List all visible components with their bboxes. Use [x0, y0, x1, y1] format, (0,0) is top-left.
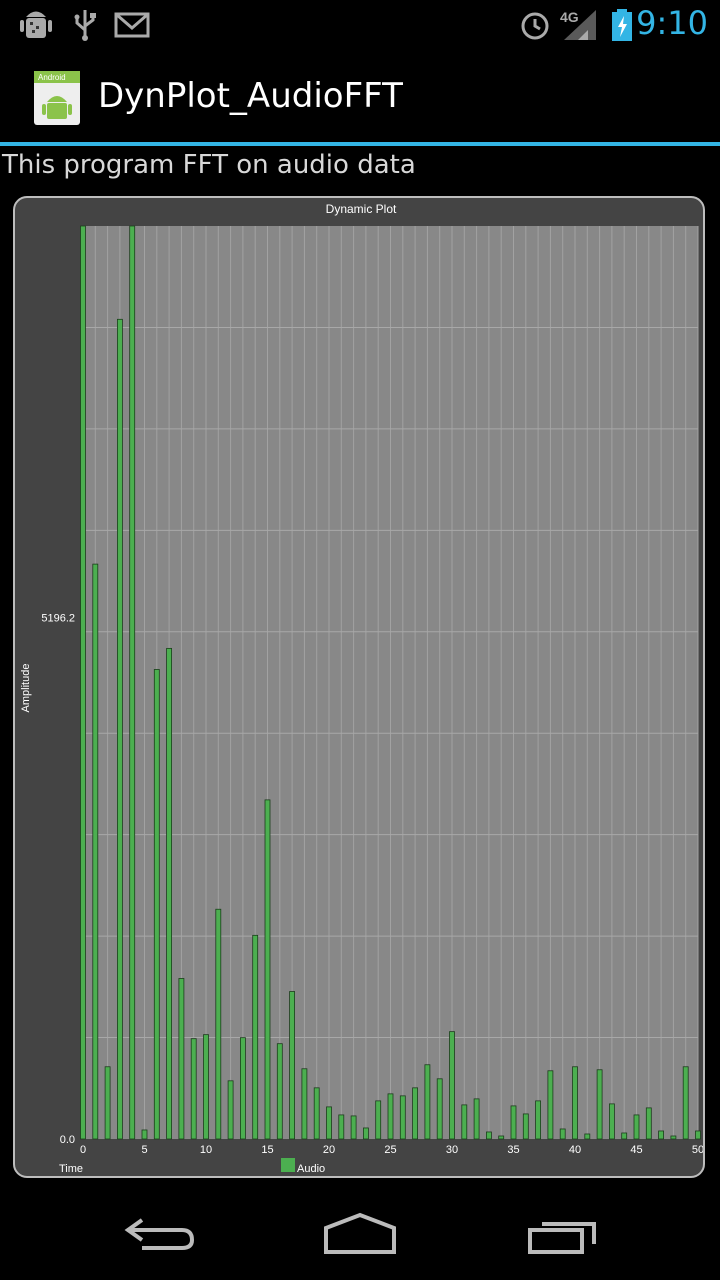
- android-app-icon[interactable]: Android: [33, 70, 81, 126]
- data-bar: [609, 1103, 615, 1140]
- alarm-icon: [521, 12, 549, 40]
- back-icon[interactable]: [122, 1214, 196, 1254]
- navigation-bar: [0, 1190, 720, 1280]
- bar-series: [80, 225, 701, 1140]
- data-bar: [252, 934, 259, 1140]
- data-bar: [670, 1135, 677, 1140]
- status-bar: 4G 9:10: [0, 0, 720, 50]
- data-bar: [559, 1128, 566, 1140]
- data-bar: [436, 1078, 443, 1140]
- data-bar: [461, 1104, 468, 1140]
- x-tick-label: 25: [384, 1144, 396, 1156]
- data-bar: [682, 1066, 689, 1140]
- x-tick-label: 50: [692, 1144, 703, 1156]
- data-bar: [153, 669, 160, 1140]
- data-bar: [449, 1031, 455, 1140]
- data-bar: [485, 1131, 492, 1140]
- data-bar: [658, 1130, 664, 1140]
- data-bar: [80, 225, 86, 1140]
- data-bar: [375, 1100, 382, 1140]
- usb-icon: [74, 10, 96, 41]
- y-tick-label: 5196.2: [41, 613, 75, 625]
- x-tick-label: 10: [200, 1144, 212, 1156]
- y-axis-label: Amplitude: [20, 664, 32, 713]
- legend-label: Audio: [297, 1163, 325, 1175]
- fft-bar-chart: 0 5 10 15 20 25 30 35 40 45 50 0.0 5196.2 Dynamic P…: [20, 202, 703, 1175]
- data-bar: [92, 563, 99, 1140]
- data-bar: [129, 225, 136, 1140]
- x-tick-label: 40: [569, 1144, 581, 1156]
- signal-icon: 4G: [560, 9, 596, 40]
- data-bar: [141, 1129, 148, 1140]
- x-tick-label: 20: [323, 1144, 335, 1156]
- app-title: DynPlot_AudioFFT: [98, 76, 403, 116]
- data-bar: [572, 1066, 578, 1140]
- x-tick-label: 35: [507, 1144, 519, 1156]
- data-bar: [399, 1095, 406, 1140]
- data-bar: [338, 1114, 345, 1140]
- data-bar: [584, 1133, 591, 1140]
- data-bar: [522, 1113, 529, 1140]
- plot-frame: 0 5 10 15 20 25 30 35 40 45 50 0.0 5196.2 Dynamic P…: [13, 196, 705, 1178]
- y-tick-labels: 0.0 5196.2: [41, 613, 75, 1146]
- data-bar: [621, 1132, 628, 1140]
- data-bar: [215, 908, 222, 1140]
- x-tick-label: 30: [446, 1144, 458, 1156]
- data-bar: [178, 978, 185, 1140]
- home-icon[interactable]: [322, 1212, 398, 1254]
- action-bar: Android DynPlot_AudioFFT: [0, 50, 720, 142]
- android-debug-icon: [20, 11, 52, 38]
- data-bar: [645, 1107, 652, 1140]
- data-bar: [239, 1037, 246, 1140]
- data-bar: [387, 1093, 394, 1140]
- x-axis-label: Time: [59, 1163, 83, 1175]
- data-bar: [498, 1135, 505, 1140]
- data-bar: [473, 1098, 480, 1140]
- x-tick-label: 5: [141, 1144, 147, 1156]
- data-bar: [289, 991, 296, 1140]
- data-bar: [424, 1064, 431, 1140]
- data-bar: [326, 1106, 332, 1140]
- data-bar: [227, 1080, 234, 1140]
- y-tick-label: 0.0: [60, 1134, 75, 1146]
- battery-charging-icon: [612, 9, 632, 41]
- clock: 9:10: [636, 4, 708, 42]
- data-bar: [264, 799, 271, 1140]
- x-tick-label: 15: [261, 1144, 273, 1156]
- data-bar: [301, 1068, 308, 1140]
- data-bar: [166, 647, 173, 1140]
- gmail-icon: [114, 12, 150, 38]
- data-bar: [190, 1038, 197, 1140]
- data-bar: [547, 1070, 554, 1140]
- data-bar: [350, 1115, 357, 1140]
- chart-title: Dynamic Plot: [326, 202, 397, 216]
- app-icon-label: Android: [38, 73, 66, 82]
- x-tick-labels: 0 5 10 15 20 25 30 35 40 45 50: [80, 1144, 703, 1156]
- data-bar: [633, 1114, 640, 1140]
- data-bar: [412, 1087, 419, 1140]
- data-bar: [535, 1100, 541, 1140]
- data-bar: [362, 1127, 369, 1140]
- data-bar: [596, 1069, 603, 1140]
- legend-swatch: [281, 1158, 295, 1172]
- data-bar: [313, 1087, 320, 1140]
- action-bar-divider: [0, 142, 720, 146]
- network-type-label: 4G: [560, 9, 579, 25]
- data-bar: [510, 1105, 517, 1140]
- data-bar: [104, 1066, 111, 1140]
- description-text: This program FFT on audio data: [2, 150, 416, 180]
- recent-apps-icon[interactable]: [526, 1216, 598, 1256]
- x-tick-label: 45: [630, 1144, 642, 1156]
- x-tick-label: 0: [80, 1144, 86, 1156]
- data-bar: [117, 318, 123, 1140]
- data-bar: [276, 1043, 283, 1140]
- data-bar: [695, 1130, 701, 1140]
- data-bar: [203, 1034, 209, 1140]
